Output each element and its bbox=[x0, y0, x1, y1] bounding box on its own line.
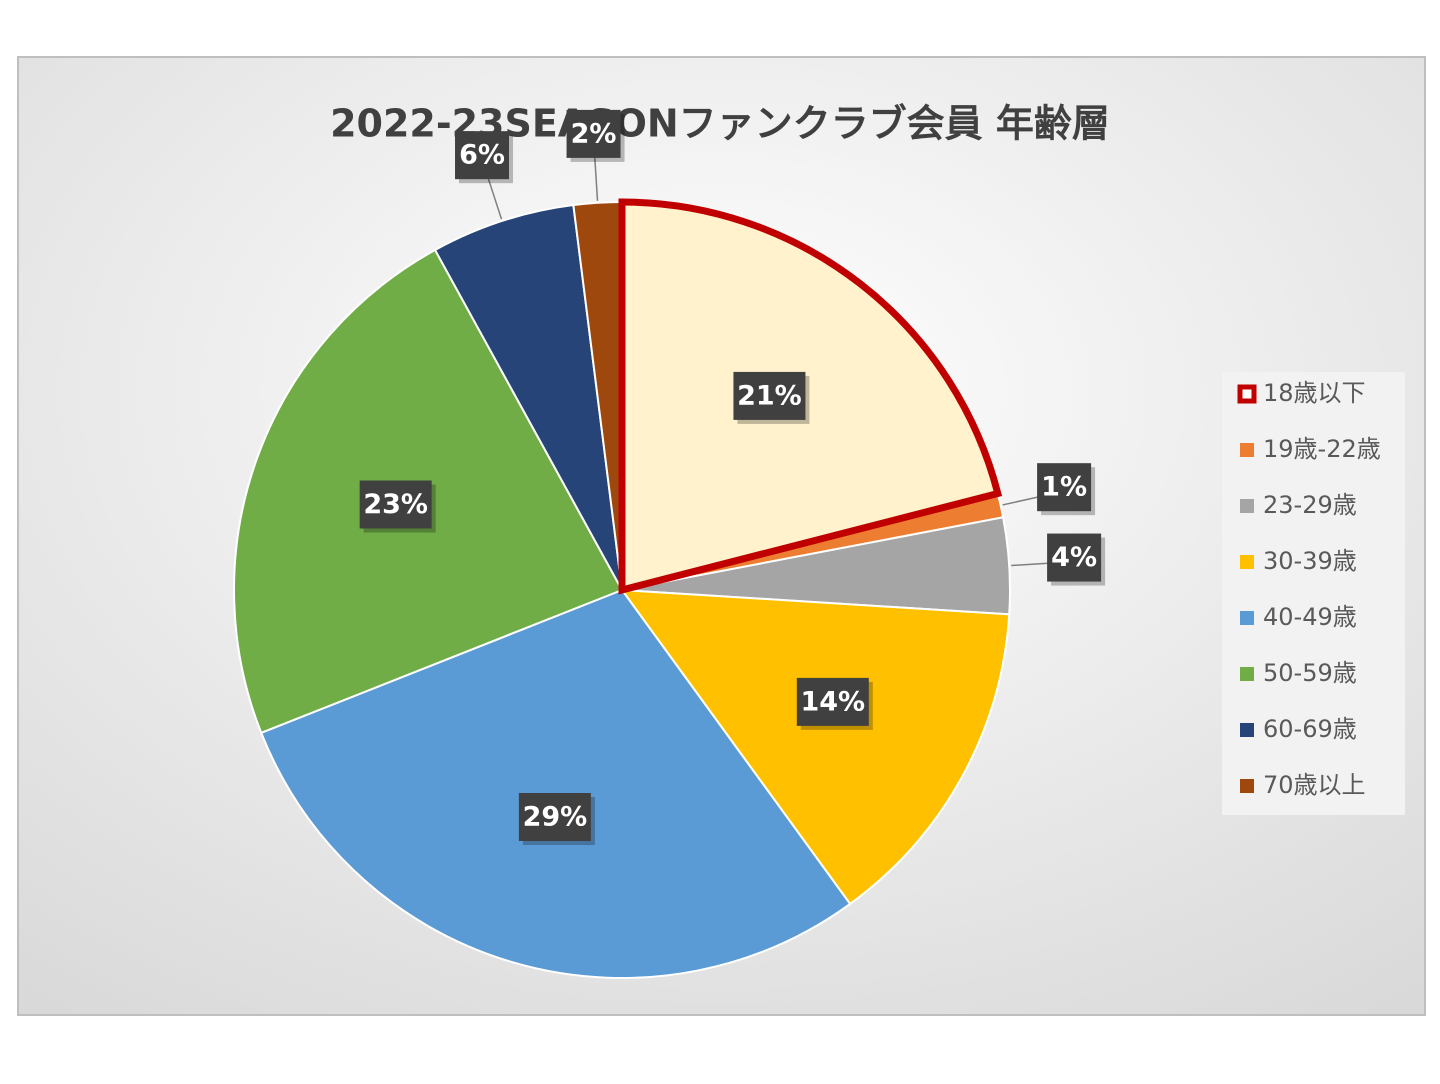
data-label: 14% bbox=[800, 686, 865, 717]
legend-marker bbox=[1240, 723, 1254, 737]
pie-slice bbox=[259, 588, 852, 979]
legend-marker bbox=[1237, 384, 1257, 404]
data-label: 29% bbox=[523, 802, 588, 833]
chart-title: 2022-23SEASONファンクラブ会員 年齢層 bbox=[330, 102, 1110, 146]
legend-label: 40-49歳 bbox=[1263, 603, 1357, 631]
legend-marker bbox=[1240, 555, 1254, 569]
data-label-box bbox=[796, 677, 869, 726]
pie-slice bbox=[433, 203, 623, 591]
data-label: 2% bbox=[571, 118, 617, 149]
data-label-box bbox=[1037, 463, 1092, 512]
legend-marker bbox=[1240, 499, 1254, 513]
legend-label: 50-59歳 bbox=[1263, 659, 1357, 687]
data-label-box bbox=[566, 109, 621, 158]
data-label-box bbox=[518, 793, 591, 842]
data-label: 6% bbox=[459, 140, 505, 171]
pie-slice bbox=[619, 588, 1011, 906]
legend-marker bbox=[1240, 779, 1254, 793]
data-label-box bbox=[733, 371, 806, 420]
data-label: 21% bbox=[737, 380, 802, 411]
data-label-box bbox=[359, 480, 432, 529]
legend-label: 70歳以上 bbox=[1263, 771, 1366, 799]
pie-slice-outline bbox=[618, 198, 1003, 595]
legend-label: 18歳以下 bbox=[1263, 379, 1366, 407]
data-label: 4% bbox=[1051, 542, 1097, 573]
data-label-box bbox=[455, 131, 510, 180]
data-label: 1% bbox=[1041, 472, 1087, 503]
legend-marker bbox=[1240, 611, 1254, 625]
legend-label: 23-29歳 bbox=[1263, 491, 1357, 519]
legend-label: 19歳-22歳 bbox=[1263, 435, 1381, 463]
data-label-box bbox=[1047, 533, 1102, 582]
data-label: 23% bbox=[363, 489, 428, 520]
legend-label: 60-69歳 bbox=[1263, 715, 1357, 743]
legend-marker bbox=[1240, 667, 1254, 681]
legend-marker bbox=[1240, 443, 1254, 457]
legend-label: 30-39歳 bbox=[1263, 547, 1357, 575]
